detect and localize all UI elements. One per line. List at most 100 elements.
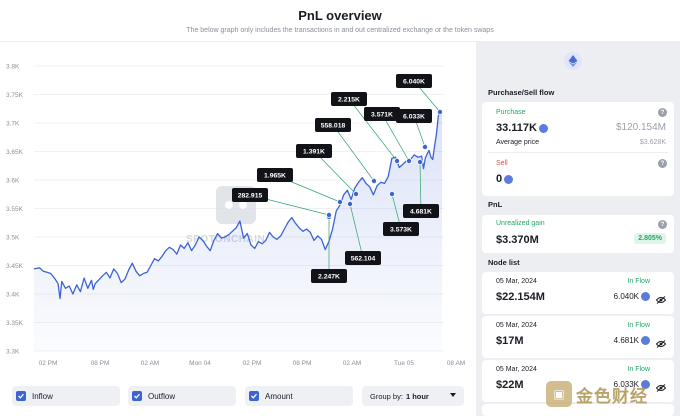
purchase-usd: $120.154M [615, 122, 666, 133]
annotation-box [383, 222, 419, 236]
checkbox-checked-icon [249, 391, 259, 401]
inflow-label: Inflow [32, 391, 53, 401]
unrealized-value: $3.370M [496, 234, 539, 246]
node-usd: $22.154M [496, 291, 545, 303]
annotation-label: 3.571K [371, 112, 393, 119]
annotation-label: 1.391K [303, 149, 325, 156]
annotation-leader [313, 150, 357, 195]
chevron-down-icon [450, 393, 456, 397]
node-list-item[interactable]: 05 Mar, 2024 In Flow $22.154M 6.040K [482, 272, 674, 314]
annotation-point [421, 144, 428, 151]
unrealized-gain-card: Unrealized gain ? $3.370M 2.805% [482, 215, 674, 253]
node-amount-row: 4.681K [613, 336, 650, 346]
node-usd: $17M [496, 335, 524, 347]
annotation-box [331, 92, 367, 106]
ethereum-icon [564, 52, 582, 70]
annotation-box [396, 74, 432, 88]
sell-amount: 0 [496, 173, 503, 185]
annotation-box [296, 144, 332, 158]
node-date: 05 Mar, 2024 [496, 322, 537, 329]
group-by-select[interactable]: Group by: 1 hour [362, 386, 464, 406]
info-icon[interactable]: ? [658, 108, 667, 117]
annotation-label: 1.965K [264, 173, 286, 180]
annotation-point [405, 158, 412, 165]
node-amount: 6.033K [613, 380, 639, 389]
pnl-title: PnL [488, 200, 503, 209]
price-area-fill [34, 110, 442, 351]
eth-coin-icon [641, 380, 650, 390]
x-tick-label: 08 AM [447, 360, 465, 367]
chart-toolbar: Inflow Outflow Amount Group by: 1 hour [0, 386, 472, 410]
annotation-point [336, 198, 343, 205]
outflow-checkbox[interactable]: Outflow [128, 386, 236, 406]
annotation-label: 6.040K [403, 79, 425, 86]
annotation-box [396, 109, 432, 123]
eye-off-icon[interactable] [655, 335, 667, 353]
x-tick-label: 08 PM [91, 360, 110, 367]
x-tick-label: 08 PM [293, 360, 312, 367]
checkbox-checked-icon [132, 391, 142, 401]
annotation-point [388, 190, 395, 197]
node-amount-row: 6.033K [613, 380, 650, 390]
annotation-leader [332, 124, 375, 182]
y-tick-label: 3.3K [6, 349, 20, 356]
annotation-label: 558.018 [321, 123, 346, 130]
group-by-label: Group by: [370, 391, 403, 401]
annotation-leader [349, 203, 364, 259]
eth-coin-icon [538, 123, 548, 133]
page-title: PnL overview [298, 8, 382, 23]
node-flow: In Flow [627, 322, 650, 329]
pnl-chart[interactable]: 3.8K 3.75K 3.7K 3.65K 3.6K 3.55K 3.5K 3.45K 3.4K… [0, 44, 472, 372]
node-amount: 4.681K [613, 336, 639, 345]
x-tick-label: Mon 04 [189, 360, 211, 367]
jinse-watermark: ▣ 金色财经 [546, 377, 680, 411]
purchase-amount-row: 33.117K [496, 122, 548, 134]
node-amount: 6.040K [613, 292, 639, 301]
eye-off-icon[interactable] [655, 379, 667, 397]
pnl-chart-svg[interactable]: 3.8K 3.75K 3.7K 3.65K 3.6K 3.55K 3.5K 3.45K 3.4K… [0, 44, 472, 372]
info-icon[interactable]: ? [658, 220, 667, 229]
annotation-point [346, 200, 353, 207]
annotation-label: 2.247K [318, 274, 340, 281]
annotation-box [345, 251, 381, 265]
card-divider [488, 152, 668, 153]
spotonchain-logo-eye [239, 201, 247, 209]
node-list-item[interactable]: 05 Mar, 2024 In Flow $17M 4.681K [482, 316, 674, 358]
amount-label: Amount [265, 391, 293, 401]
eye-off-icon[interactable] [655, 291, 667, 309]
x-tick-label: 02 PM [39, 360, 58, 367]
purchase-label: Purchase [496, 109, 526, 116]
node-date: 05 Mar, 2024 [496, 278, 537, 285]
y-tick-label: 3.65K [6, 149, 24, 156]
node-list-item-partial[interactable] [482, 404, 674, 416]
node-list-item[interactable]: 05 Mar, 2024 In Flow $22M 6.033K [482, 360, 674, 402]
right-panel: Purchase/Sell flow Purchase ? 33.117K $1… [476, 42, 680, 416]
y-tick-label: 3.75K [6, 92, 24, 99]
annotation-leader [419, 161, 422, 212]
outflow-label: Outflow [148, 391, 176, 401]
inflow-checkbox[interactable]: Inflow [12, 386, 120, 406]
amount-checkbox[interactable]: Amount [245, 386, 353, 406]
node-list-title: Node list [488, 258, 520, 267]
y-tick-label: 3.7K [6, 121, 20, 128]
y-tick-label: 3.6K [6, 178, 20, 185]
annotation-label: 6.033K [403, 114, 425, 121]
annotation-box [364, 107, 400, 121]
node-flow: In Flow [627, 278, 650, 285]
y-tick-label: 3.45K [6, 263, 24, 270]
annotation-point [325, 211, 332, 218]
group-by-value: 1 hour [405, 391, 429, 401]
watermark-logo-icon: ▣ [546, 381, 572, 407]
info-icon[interactable]: ? [658, 159, 667, 168]
watermark-text: 金色财经 [576, 386, 648, 406]
annotation-leader [381, 113, 410, 162]
x-tick-label: 02 AM [343, 360, 361, 367]
x-tick-label: 02 AM [141, 360, 159, 367]
annotation-point [370, 177, 377, 184]
sell-label: Sell [496, 160, 508, 167]
annotation-label: 562.104 [351, 256, 376, 263]
node-amount-row: 6.040K [613, 292, 650, 302]
node-date: 05 Mar, 2024 [496, 366, 537, 373]
price-line [33, 109, 442, 300]
x-tick-label: Tue 05 [394, 360, 414, 367]
